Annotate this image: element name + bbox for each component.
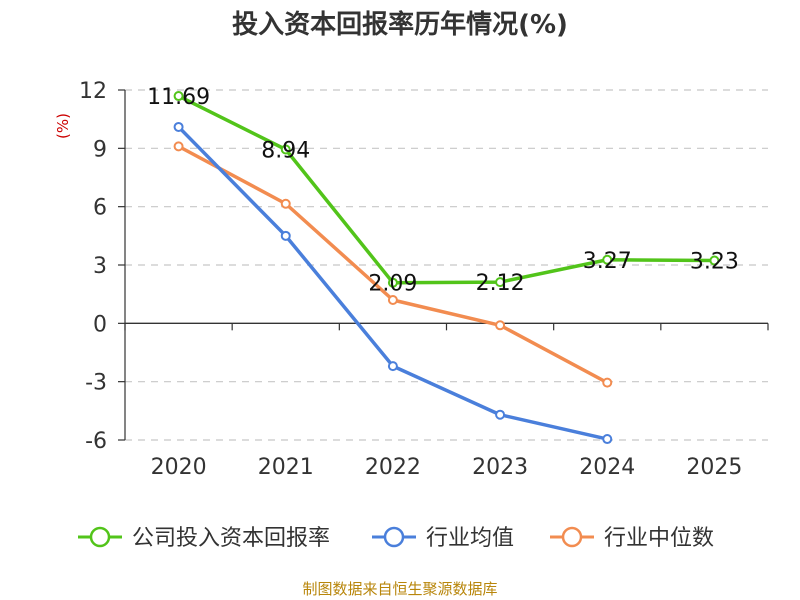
legend-marker xyxy=(561,526,583,548)
legend-marker xyxy=(383,526,405,548)
data-label: 11.69 xyxy=(147,85,210,110)
x-tick-label: 2020 xyxy=(151,455,207,480)
data-point[interactable] xyxy=(280,198,291,209)
data-label: 2.09 xyxy=(368,272,417,297)
legend-label: 行业均值 xyxy=(426,526,514,551)
data-point[interactable] xyxy=(602,377,613,388)
data-label: 2.12 xyxy=(476,271,525,296)
legend-marker xyxy=(89,526,111,548)
data-point[interactable] xyxy=(173,91,184,102)
y-tick-label: -6 xyxy=(85,429,107,454)
y-axis-unit: (%) xyxy=(54,113,72,139)
data-point[interactable] xyxy=(602,254,613,265)
x-tick-label: 2025 xyxy=(686,455,742,480)
data-point[interactable] xyxy=(387,277,398,288)
data-point[interactable] xyxy=(387,361,398,372)
y-tick-label: 0 xyxy=(93,312,107,337)
y-tick-label: 3 xyxy=(93,254,107,279)
data-point[interactable] xyxy=(602,434,613,445)
data-point[interactable] xyxy=(173,141,184,152)
x-tick-label: 2021 xyxy=(258,455,314,480)
data-point[interactable] xyxy=(387,295,398,305)
x-tick-label: 2022 xyxy=(365,455,421,480)
legend-item[interactable]: 行业中位数 xyxy=(550,526,714,551)
y-tick-label: 6 xyxy=(93,196,107,221)
data-point[interactable] xyxy=(280,144,291,155)
series-line xyxy=(177,94,715,285)
data-point[interactable] xyxy=(173,121,184,132)
data-label: 8.94 xyxy=(261,139,310,164)
data-point[interactable] xyxy=(495,409,506,420)
series-layer xyxy=(173,91,720,445)
y-tick-label: 9 xyxy=(93,137,107,162)
data-point[interactable] xyxy=(495,320,506,331)
data-label: 3.27 xyxy=(583,249,632,274)
legend-label: 公司投入资本回报率 xyxy=(132,526,330,551)
data-point[interactable] xyxy=(709,255,720,266)
grid xyxy=(125,89,768,441)
data-point[interactable] xyxy=(495,277,506,288)
data-labels: 11.69 8.94 2.09 2.12 3.27 3.23 xyxy=(147,85,739,297)
legend-item[interactable]: 公司投入资本回报率 xyxy=(78,526,330,551)
source-note: 制图数据来自恒生聚源数据库 xyxy=(302,580,497,598)
legend-label: 行业中位数 xyxy=(604,526,714,551)
x-tick-label: 2023 xyxy=(472,455,528,480)
axes: -6 -3 0 3 6 9 12 2020 2021 2022 2023 2024 2025 xyxy=(79,79,769,480)
data-label: 3.23 xyxy=(690,250,739,275)
legend[interactable]: 公司投入资本回报率 行业均值 行业中位数 xyxy=(78,526,714,551)
y-tick-label: 12 xyxy=(79,79,107,104)
y-tick-label: -3 xyxy=(85,371,107,396)
legend-item[interactable]: 行业均值 xyxy=(372,526,514,551)
chart-title: 投入资本回报率历年情况(%) xyxy=(232,9,568,40)
data-point[interactable] xyxy=(280,230,291,241)
x-tick-label: 2024 xyxy=(579,455,635,480)
